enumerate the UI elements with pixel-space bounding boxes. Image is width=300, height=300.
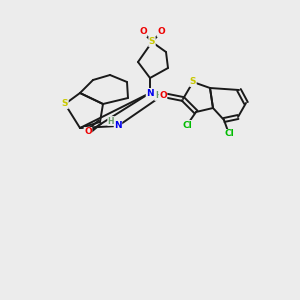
Text: O: O bbox=[84, 128, 92, 136]
Text: S: S bbox=[62, 100, 68, 109]
Text: O: O bbox=[139, 28, 147, 37]
Text: S: S bbox=[190, 77, 196, 86]
Text: Cl: Cl bbox=[182, 121, 192, 130]
Text: O: O bbox=[157, 28, 165, 37]
Text: N: N bbox=[146, 88, 154, 98]
Text: N: N bbox=[114, 122, 122, 130]
Text: H: H bbox=[108, 116, 114, 125]
Text: Cl: Cl bbox=[224, 130, 234, 139]
Text: O: O bbox=[159, 91, 167, 100]
Text: H: H bbox=[155, 92, 161, 100]
Text: S: S bbox=[149, 38, 155, 46]
